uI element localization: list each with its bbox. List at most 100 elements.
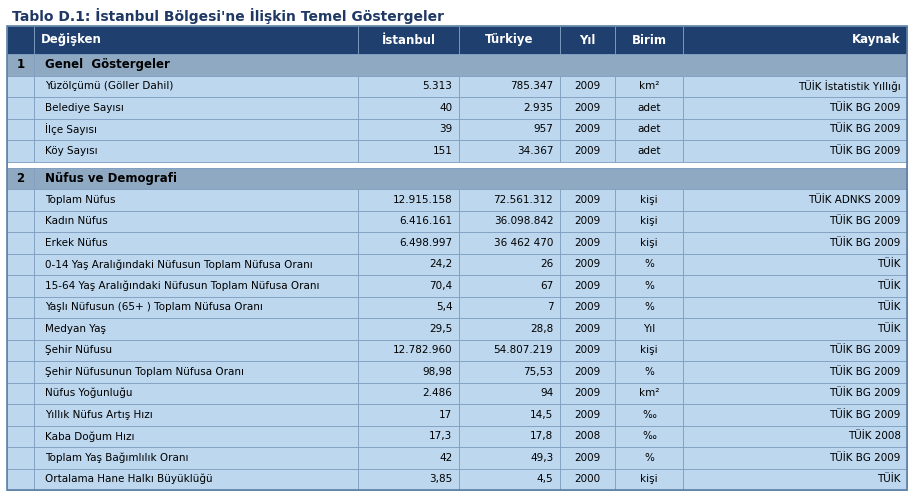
Text: 17,8: 17,8 <box>530 431 553 441</box>
Text: TÜİK BG 2009: TÜİK BG 2009 <box>829 367 900 377</box>
Text: 24,2: 24,2 <box>430 259 452 269</box>
Text: Medyan Yaş: Medyan Yaş <box>45 324 106 334</box>
Text: adet: adet <box>637 124 661 134</box>
Text: Yüzölçümü (Göller Dahil): Yüzölçümü (Göller Dahil) <box>45 81 173 91</box>
Text: 17: 17 <box>440 410 452 420</box>
Bar <box>459 426 559 447</box>
Bar <box>559 76 615 97</box>
Bar <box>559 404 615 426</box>
Text: 2009: 2009 <box>574 216 600 226</box>
Bar <box>34 76 358 97</box>
Text: 40: 40 <box>440 103 452 113</box>
Bar <box>459 76 559 97</box>
Bar <box>459 253 559 275</box>
Bar <box>683 426 907 447</box>
Text: 2009: 2009 <box>574 281 600 291</box>
Text: TÜİK BG 2009: TÜİK BG 2009 <box>829 103 900 113</box>
Bar <box>34 210 358 232</box>
Bar <box>559 26 615 54</box>
Bar <box>459 275 559 297</box>
Text: TÜİK: TÜİK <box>877 324 900 334</box>
Bar <box>615 275 683 297</box>
Bar <box>7 118 34 140</box>
Bar <box>683 383 907 404</box>
Bar <box>7 297 34 318</box>
Text: Belediye Sayısı: Belediye Sayısı <box>45 103 123 113</box>
Bar <box>358 232 459 253</box>
Bar <box>358 275 459 297</box>
Text: TÜİK: TÜİK <box>877 474 900 484</box>
Text: 5.313: 5.313 <box>422 81 452 91</box>
Bar <box>7 275 34 297</box>
Bar <box>7 340 34 361</box>
Bar <box>358 140 459 161</box>
Text: TÜİK: TÜİK <box>877 281 900 291</box>
Text: Toplam Yaş Bağımlılık Oranı: Toplam Yaş Bağımlılık Oranı <box>45 452 188 463</box>
Bar <box>7 54 34 76</box>
Text: 12.782.960: 12.782.960 <box>393 345 452 355</box>
Text: 5,4: 5,4 <box>436 302 452 312</box>
Text: 2009: 2009 <box>574 146 600 156</box>
Text: 54.807.219: 54.807.219 <box>494 345 553 355</box>
Bar <box>615 118 683 140</box>
Text: Ortalama Hane Halkı Büyüklüğü: Ortalama Hane Halkı Büyüklüğü <box>45 474 212 485</box>
Text: %: % <box>644 302 654 312</box>
Bar <box>34 426 358 447</box>
Bar <box>7 318 34 340</box>
Bar <box>683 404 907 426</box>
Bar <box>559 468 615 490</box>
Text: ‰: ‰ <box>643 410 656 420</box>
Bar <box>358 297 459 318</box>
Bar <box>683 140 907 161</box>
Bar <box>459 297 559 318</box>
Bar <box>34 383 358 404</box>
Bar <box>615 232 683 253</box>
Bar <box>683 210 907 232</box>
Bar <box>34 54 907 76</box>
Text: Kadın Nüfus: Kadın Nüfus <box>45 216 108 226</box>
Bar <box>7 404 34 426</box>
Bar <box>615 97 683 118</box>
Text: 1: 1 <box>16 58 25 71</box>
Text: %: % <box>644 281 654 291</box>
Bar <box>7 232 34 253</box>
Text: 2.935: 2.935 <box>524 103 553 113</box>
Text: 26: 26 <box>540 259 553 269</box>
Text: TÜİK BG 2009: TÜİK BG 2009 <box>829 238 900 248</box>
Text: 2009: 2009 <box>574 238 600 248</box>
Text: 2008: 2008 <box>574 431 600 441</box>
Text: 67: 67 <box>540 281 553 291</box>
Bar <box>559 297 615 318</box>
Bar <box>559 118 615 140</box>
Bar <box>559 361 615 383</box>
Bar <box>358 383 459 404</box>
Text: 785.347: 785.347 <box>510 81 553 91</box>
Text: 6.416.161: 6.416.161 <box>399 216 452 226</box>
Bar <box>683 297 907 318</box>
Text: TÜİK BG 2009: TÜİK BG 2009 <box>829 345 900 355</box>
Bar <box>683 361 907 383</box>
Bar <box>34 232 358 253</box>
Bar <box>615 189 683 210</box>
Text: 2009: 2009 <box>574 124 600 134</box>
Bar <box>615 26 683 54</box>
Bar <box>683 232 907 253</box>
Bar <box>459 447 559 468</box>
Text: 6.498.997: 6.498.997 <box>399 238 452 248</box>
Text: Erkek Nüfus: Erkek Nüfus <box>45 238 108 248</box>
Text: 2009: 2009 <box>574 453 600 463</box>
Bar <box>34 297 358 318</box>
Bar <box>459 140 559 161</box>
Text: TÜİK BG 2009: TÜİK BG 2009 <box>829 124 900 134</box>
Text: Şehir Nüfusu: Şehir Nüfusu <box>45 345 112 355</box>
Bar <box>459 26 559 54</box>
Bar <box>34 26 358 54</box>
Bar <box>459 383 559 404</box>
Text: Yıl: Yıl <box>579 34 596 47</box>
Text: İstanbul: İstanbul <box>381 34 435 47</box>
Bar <box>459 97 559 118</box>
Bar <box>683 189 907 210</box>
Bar <box>7 140 34 161</box>
Bar <box>459 189 559 210</box>
Text: 4,5: 4,5 <box>537 474 553 484</box>
